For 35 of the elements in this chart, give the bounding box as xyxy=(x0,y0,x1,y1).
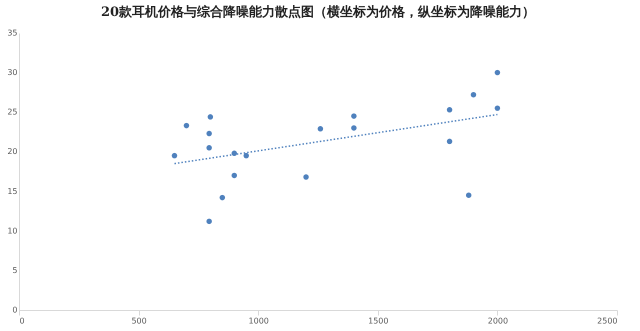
point xyxy=(446,107,452,112)
point xyxy=(303,174,309,180)
point xyxy=(494,105,500,111)
y-tick-label: 35 xyxy=(7,28,18,38)
point xyxy=(206,145,212,150)
point xyxy=(351,113,357,119)
y-tick-label: 20 xyxy=(7,147,18,156)
x-tick-label: 0 xyxy=(20,316,25,326)
point xyxy=(206,130,212,136)
point xyxy=(172,152,178,158)
y-tick-label: 0 xyxy=(12,306,18,314)
point xyxy=(446,138,452,144)
y-tick-label: 15 xyxy=(7,186,18,196)
point xyxy=(318,126,324,132)
point xyxy=(470,92,476,98)
x-tick-label: 2500 xyxy=(597,316,618,326)
point xyxy=(184,122,190,128)
point xyxy=(466,192,472,198)
x-tick-label: 1500 xyxy=(368,316,388,326)
point xyxy=(244,152,249,158)
x-tick-label: 1000 xyxy=(248,316,269,326)
x-tick-label: 500 xyxy=(131,316,147,326)
point xyxy=(351,125,357,131)
y-tick-label: 5 xyxy=(12,266,18,275)
y-tick-label: 10 xyxy=(7,226,18,236)
point xyxy=(206,218,212,224)
point xyxy=(220,194,226,200)
point xyxy=(232,172,238,178)
point xyxy=(208,114,214,120)
point xyxy=(232,150,238,156)
point xyxy=(494,70,500,76)
y-tick-label: 30 xyxy=(7,68,18,78)
x-tick-label: 2000 xyxy=(488,316,508,326)
y-tick-label: 25 xyxy=(7,108,18,117)
chart-title: 20款耳机价格与综合降噪能力散点图（横坐标为价格，纵坐标为降噪能力） xyxy=(100,4,536,20)
